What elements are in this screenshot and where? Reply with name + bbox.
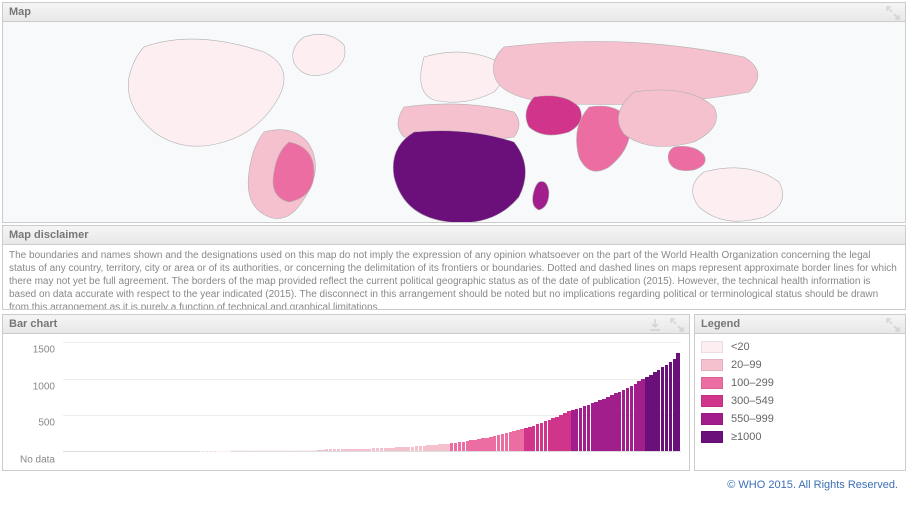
legend-swatch — [701, 341, 723, 353]
world-map — [3, 22, 905, 222]
map-panel-header: Map — [3, 3, 905, 22]
map-title: Map — [9, 6, 31, 18]
legend-item[interactable]: 100–299 — [699, 374, 901, 392]
legend-body[interactable]: <20 20–99 100–299 300–549 550–999 ≥1000 — [695, 334, 905, 470]
barchart-header: Bar chart — [3, 315, 689, 334]
legend-swatch — [701, 359, 723, 371]
disclaimer-text: The boundaries and names shown and the d… — [9, 250, 897, 309]
legend-label: ≥1000 — [731, 431, 762, 443]
y-tick-label: No data — [20, 455, 55, 466]
legend-swatch — [701, 413, 723, 425]
map-body[interactable] — [3, 22, 905, 222]
legend-label: 300–549 — [731, 395, 774, 407]
y-tick-label: 1000 — [33, 381, 55, 392]
barchart-body: No data 500 1000 1500 — [3, 334, 689, 470]
legend-label: 550–999 — [731, 413, 774, 425]
disclaimer-body[interactable]: The boundaries and names shown and the d… — [3, 245, 905, 309]
disclaimer-header: Map disclaimer — [3, 226, 905, 245]
expand-icon[interactable] — [885, 5, 901, 21]
legend-title: Legend — [701, 318, 740, 330]
legend-swatch — [701, 377, 723, 389]
bars-container — [63, 342, 681, 452]
legend-header: Legend — [695, 315, 905, 334]
legend-swatch — [701, 431, 723, 443]
expand-icon[interactable] — [669, 317, 685, 333]
legend-panel: Legend <20 20–99 100–299 300–549 550–999 ≥100… — [694, 314, 906, 471]
bar[interactable] — [676, 353, 680, 451]
legend-item[interactable]: ≥1000 — [699, 428, 901, 446]
legend-swatch — [701, 395, 723, 407]
y-tick-label: 500 — [38, 418, 55, 429]
legend-label: 20–99 — [731, 359, 762, 371]
map-panel: Map — [2, 2, 906, 223]
y-axis: No data50010001500 — [3, 342, 59, 452]
expand-icon[interactable] — [885, 317, 901, 333]
disclaimer-panel: Map disclaimer The boundaries and names … — [2, 225, 906, 310]
disclaimer-title: Map disclaimer — [9, 229, 88, 241]
legend-label: 100–299 — [731, 377, 774, 389]
bottom-row: Bar chart No data 500 1000 1500 Legend <20 2… — [0, 312, 908, 473]
legend-item[interactable]: 20–99 — [699, 356, 901, 374]
barchart-title: Bar chart — [9, 318, 57, 330]
legend-item[interactable]: 300–549 — [699, 392, 901, 410]
y-tick-label: 1500 — [33, 345, 55, 356]
footer: © WHO 2015. All Rights Reserved. — [0, 473, 908, 497]
download-icon[interactable] — [647, 317, 663, 333]
legend-item[interactable]: <20 — [699, 338, 901, 356]
barchart-panel: Bar chart No data 500 1000 1500 — [2, 314, 690, 471]
legend-item[interactable]: 550–999 — [699, 410, 901, 428]
legend-label: <20 — [731, 341, 750, 353]
copyright: © WHO 2015. All Rights Reserved. — [727, 479, 898, 491]
